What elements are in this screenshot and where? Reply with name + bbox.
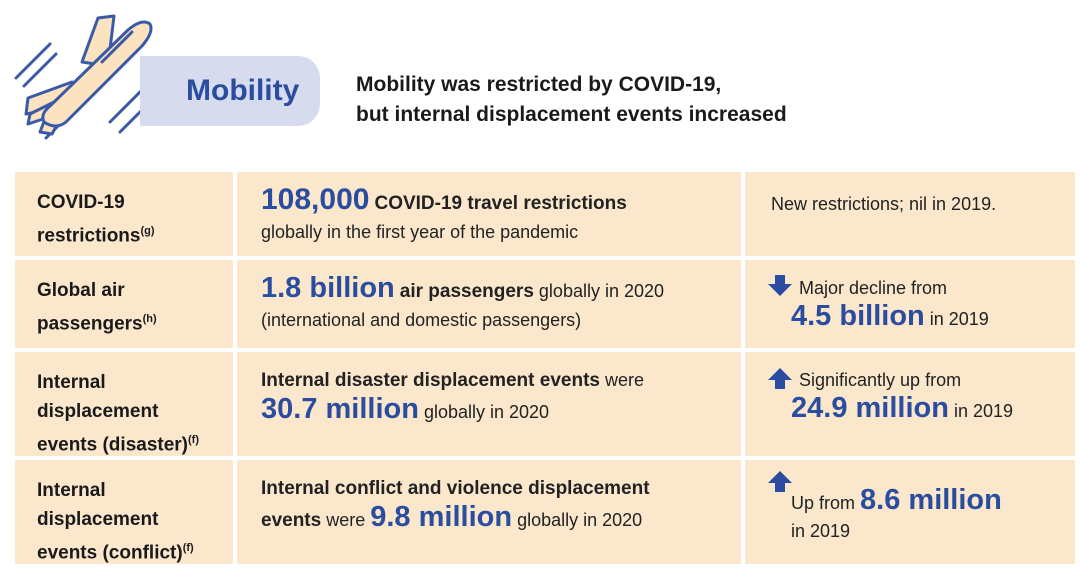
row-main-text: 1.8 billion air passengers globally in 2… bbox=[261, 272, 665, 331]
heading-line-2: but internal displacement events increas… bbox=[356, 103, 787, 126]
row-main-text: Internal disaster displacement events we… bbox=[261, 370, 644, 425]
table-row: Internal displacement events (conflict)(… bbox=[15, 460, 1075, 564]
row-label-cell: COVID-19 restrictions(g) bbox=[15, 172, 233, 256]
row-main-cell: Internal disaster displacement events we… bbox=[237, 352, 741, 456]
trend-text: Up from 8.6 million in 2019 bbox=[791, 484, 1002, 542]
trend-value: 8.6 million bbox=[860, 484, 1002, 516]
row-main-text: Internal conflict and violence displacem… bbox=[261, 478, 650, 533]
row-label: Internal displacement events (disaster)(… bbox=[37, 372, 200, 456]
footnote-ref: (g) bbox=[140, 225, 155, 237]
table-row: COVID-19 restrictions(g) 108,000 COVID-1… bbox=[15, 172, 1075, 256]
footnote-ref: (h) bbox=[142, 313, 157, 325]
row-label: Internal displacement events (conflict)(… bbox=[37, 480, 194, 564]
row-main-cell: 1.8 billion air passengers globally in 2… bbox=[237, 260, 741, 348]
footnote-ref: (f) bbox=[182, 542, 194, 554]
arrow-down-icon bbox=[768, 275, 792, 296]
row-label-cell: Internal displacement events (disaster)(… bbox=[15, 352, 233, 456]
row-label: Global air passengers(h) bbox=[37, 280, 157, 335]
row-main-cell: 108,000 COVID-19 travel restrictions glo… bbox=[237, 172, 741, 256]
airplane-icon bbox=[14, 14, 153, 140]
trend-text: Major decline from 4.5 billion in 2019 bbox=[767, 274, 1075, 333]
row-trend-cell: Significantly up from 24.9 million in 20… bbox=[745, 352, 1075, 456]
arrow-up-icon bbox=[768, 471, 792, 492]
row-label-cell: Global air passengers(h) bbox=[15, 260, 233, 348]
main-value: 108,000 bbox=[261, 183, 370, 216]
row-main-cell: Internal conflict and violence displacem… bbox=[237, 460, 741, 564]
row-trend-cell: Major decline from 4.5 billion in 2019 bbox=[745, 260, 1075, 348]
row-trend-cell: New restrictions; nil in 2019. bbox=[745, 172, 1075, 256]
row-label-cell: Internal displacement events (conflict)(… bbox=[15, 460, 233, 564]
trend-text: New restrictions; nil in 2019. bbox=[771, 194, 997, 214]
trend-value: 24.9 million bbox=[791, 392, 949, 424]
mobility-badge: Mobility bbox=[140, 56, 320, 126]
row-label: COVID-19 restrictions(g) bbox=[37, 192, 155, 247]
heading-line-1: Mobility was restricted by COVID-19, bbox=[356, 73, 722, 96]
trend-value: 4.5 billion bbox=[791, 300, 925, 332]
badge-label: Mobility bbox=[186, 74, 300, 107]
main-value: 30.7 million bbox=[261, 393, 419, 425]
main-value: 1.8 billion bbox=[261, 272, 395, 304]
table-row: Global air passengers(h) 1.8 billion air… bbox=[15, 260, 1075, 348]
page-heading: Mobility was restricted by COVID-19, but… bbox=[356, 70, 876, 130]
trend-text: Significantly up from 24.9 million in 20… bbox=[767, 366, 1075, 425]
footnote-ref: (f) bbox=[188, 434, 200, 446]
table-row: Internal displacement events (disaster)(… bbox=[15, 352, 1075, 456]
mobility-table: COVID-19 restrictions(g) 108,000 COVID-1… bbox=[15, 172, 1075, 568]
arrow-up-icon bbox=[768, 368, 792, 389]
row-main-text: 108,000 COVID-19 travel restrictions glo… bbox=[261, 183, 627, 243]
main-value: 9.8 million bbox=[370, 501, 513, 533]
row-trend-cell: Up from 8.6 million in 2019 bbox=[745, 460, 1075, 564]
